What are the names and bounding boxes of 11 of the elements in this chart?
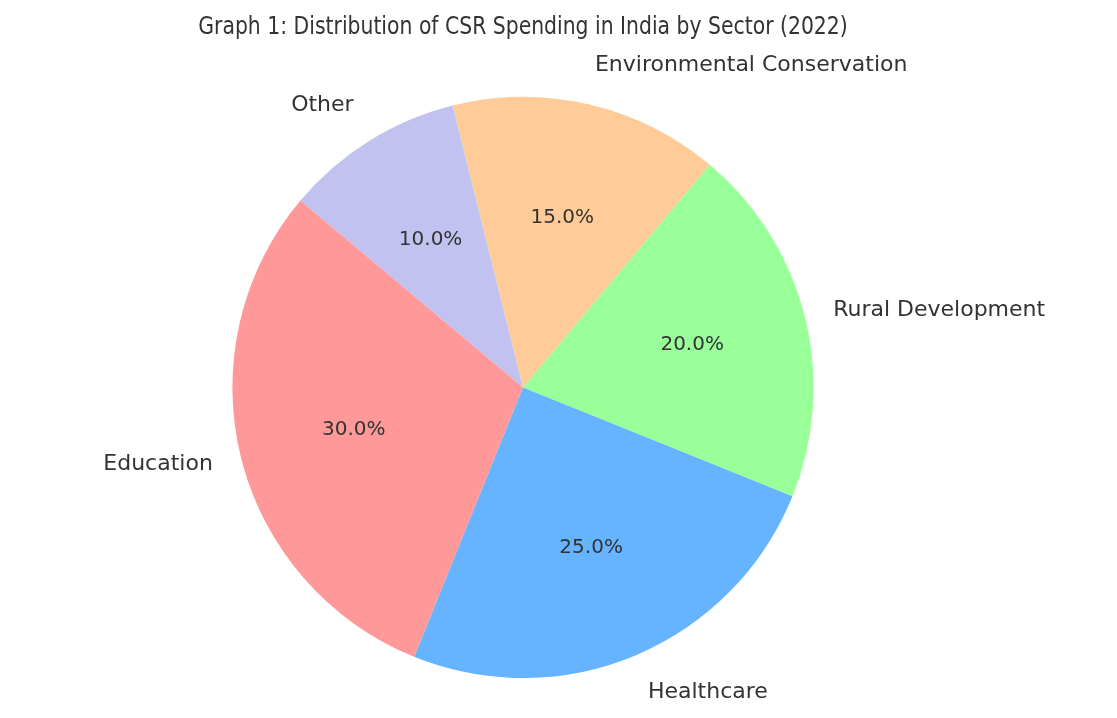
slice-label: Education <box>103 450 213 476</box>
data-label: 30.0% <box>322 415 386 440</box>
slice-label: Healthcare <box>647 678 768 704</box>
data-label: 10.0% <box>398 225 463 250</box>
data-label: 20.0% <box>660 331 724 356</box>
slice-label: Environmental Conservation <box>594 50 908 76</box>
slice-label: Other <box>291 91 355 117</box>
chart-title: Graph 1: Distribution of CSR Spending in India by Sector (2022) <box>198 11 848 40</box>
slice-label: Rural Development <box>833 295 1046 321</box>
data-label: 25.0% <box>559 534 623 559</box>
data-label: 15.0% <box>530 203 594 228</box>
